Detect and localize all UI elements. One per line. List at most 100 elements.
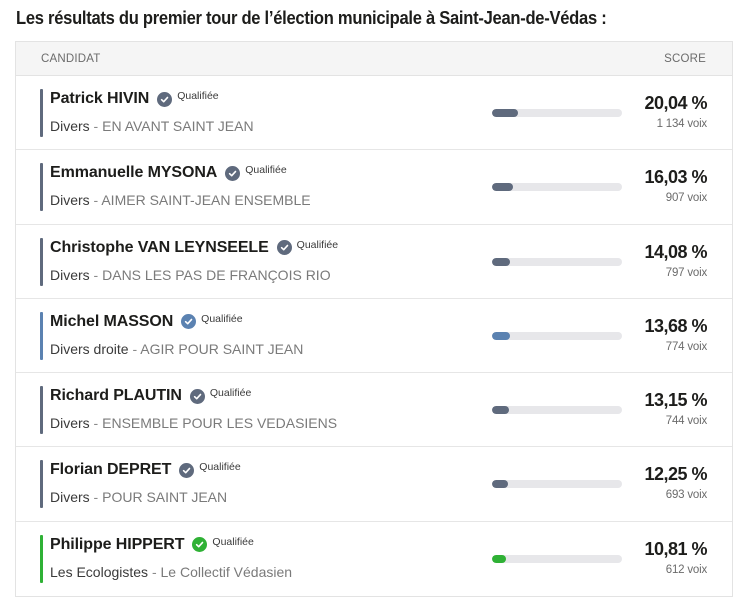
score-bar-track xyxy=(492,480,622,489)
candidate-row: Richard PLAUTIN Qualifiée Divers - ENSEM… xyxy=(16,373,732,448)
affiliation-separator: - xyxy=(89,192,102,209)
score-bar-track xyxy=(492,554,622,563)
candidate-row: Christophe VAN LEYNSEELE Qualifiée Diver… xyxy=(16,225,732,299)
political-nuance: Divers xyxy=(50,118,90,134)
check-circle-icon xyxy=(181,314,197,330)
check-circle-icon xyxy=(189,388,205,404)
qualified-label: Qualifiée xyxy=(177,90,219,102)
score-bar-fill xyxy=(492,554,507,563)
score-bar-fill xyxy=(492,331,510,340)
vote-count: 612 voix xyxy=(665,563,707,576)
candidate-name: Patrick HIVIN xyxy=(50,90,150,107)
score-percentage: 13,15 % xyxy=(644,390,707,411)
score-percentage: 13,68 % xyxy=(644,315,707,336)
list-name: EN AVANT SAINT JEAN xyxy=(102,118,254,134)
score-percentage: 16,03 % xyxy=(644,167,707,188)
affiliation-separator: - xyxy=(89,415,103,432)
affiliation-separator: - xyxy=(128,340,141,357)
check-circle-icon xyxy=(179,462,195,478)
candidate-name: Florian DEPRET xyxy=(50,461,172,479)
vote-count: 1 134 voix xyxy=(656,118,708,130)
candidate-affiliation: Divers - ENSEMBLE POUR LES VEDASIENS xyxy=(50,415,337,431)
qualified-label: Qualifiée xyxy=(199,461,241,474)
party-color-stripe xyxy=(40,460,43,509)
candidate-affiliation: Divers - EN AVANT SAINT JEAN xyxy=(50,118,254,134)
score-percentage: 14,08 % xyxy=(644,241,707,262)
party-color-stripe xyxy=(40,89,43,137)
party-color-stripe xyxy=(40,163,43,212)
candidate-name-line: Emmanuelle MYSONA Qualifiée xyxy=(50,164,287,182)
check-circle-icon xyxy=(276,240,292,256)
candidate-affiliation: Divers - AIMER SAINT-JEAN ENSEMBLE xyxy=(50,192,311,208)
vote-count: 693 voix xyxy=(665,489,707,502)
party-color-stripe xyxy=(40,534,43,583)
party-color-stripe xyxy=(40,237,43,286)
score-bar-fill xyxy=(492,183,513,192)
list-name: ENSEMBLE POUR LES VEDASIENS xyxy=(102,415,338,432)
affiliation-separator: - xyxy=(89,489,103,506)
header-candidate: CANDIDAT xyxy=(41,52,101,65)
candidate-affiliation: Divers - DANS LES PAS DE FRANÇOIS RIO xyxy=(50,267,331,283)
vote-count: 797 voix xyxy=(665,266,707,279)
score-bar-track xyxy=(492,406,622,415)
candidate-name: Michel MASSON xyxy=(50,312,174,330)
political-nuance: Divers droite xyxy=(50,340,129,357)
check-circle-icon xyxy=(225,165,241,181)
candidate-list: Patrick HIVIN Qualifiée Divers - EN AVAN… xyxy=(16,76,732,596)
candidate-name-line: Richard PLAUTIN Qualifiée xyxy=(50,387,251,405)
vote-count: 907 voix xyxy=(665,192,707,205)
candidate-name: Emmanuelle MYSONA xyxy=(50,164,218,182)
vote-count: 744 voix xyxy=(665,415,707,428)
candidate-affiliation: Les Ecologistes - Le Collectif Védasien xyxy=(50,564,292,580)
list-name: Le Collectif Védasien xyxy=(160,563,293,580)
list-name: AGIR POUR SAINT JEAN xyxy=(140,340,304,357)
score-bar-fill xyxy=(492,109,519,117)
check-circle-icon xyxy=(192,537,208,553)
score-bar-track xyxy=(492,257,622,266)
candidate-row: Philippe HIPPERT Qualifiée Les Ecologist… xyxy=(16,522,732,596)
candidate-name-line: Florian DEPRET Qualifiée xyxy=(50,461,241,479)
affiliation-separator: - xyxy=(89,266,103,283)
page-title: Les résultats du premier tour de l’élect… xyxy=(16,8,607,28)
header-score: SCORE xyxy=(664,52,706,65)
qualified-label: Qualifiée xyxy=(296,238,339,251)
candidate-name: Christophe VAN LEYNSEELE xyxy=(50,238,269,256)
candidate-name-line: Philippe HIPPERT Qualifiée xyxy=(50,536,254,554)
political-nuance: Divers xyxy=(50,415,90,432)
vote-count: 774 voix xyxy=(665,340,707,353)
qualified-label: Qualifiée xyxy=(201,312,243,325)
party-color-stripe xyxy=(40,386,43,435)
list-name: DANS LES PAS DE FRANÇOIS RIO xyxy=(102,266,331,283)
score-bar-track xyxy=(492,109,622,117)
score-bar-fill xyxy=(492,480,508,489)
score-percentage: 20,04 % xyxy=(644,93,707,113)
candidate-row: Florian DEPRET Qualifiée Divers - POUR S… xyxy=(16,447,732,522)
score-bar-track xyxy=(492,183,622,192)
table-header: CANDIDAT SCORE xyxy=(16,42,732,76)
political-nuance: Les Ecologistes xyxy=(50,563,149,580)
qualified-label: Qualifiée xyxy=(245,164,287,177)
score-bar-fill xyxy=(492,406,510,415)
candidate-row: Michel MASSON Qualifiée Divers droite - … xyxy=(16,299,732,374)
candidate-row: Patrick HIVIN Qualifiée Divers - EN AVAN… xyxy=(16,76,732,151)
check-circle-icon xyxy=(157,91,173,107)
political-nuance: Divers xyxy=(50,266,90,283)
list-name: POUR SAINT JEAN xyxy=(102,489,228,506)
political-nuance: Divers xyxy=(50,489,90,506)
candidate-name: Richard PLAUTIN xyxy=(50,387,182,405)
score-bar-fill xyxy=(492,257,511,266)
qualified-label: Qualifiée xyxy=(209,387,252,400)
candidate-name-line: Patrick HIVIN Qualifiée xyxy=(50,90,219,108)
candidate-row: Emmanuelle MYSONA Qualifiée Divers - AIM… xyxy=(16,150,732,225)
candidate-affiliation: Divers - POUR SAINT JEAN xyxy=(50,489,227,505)
score-percentage: 10,81 % xyxy=(644,538,707,559)
candidate-name-line: Christophe VAN LEYNSEELE Qualifiée xyxy=(50,239,338,257)
candidate-affiliation: Divers droite - AGIR POUR SAINT JEAN xyxy=(50,341,303,357)
affiliation-separator: - xyxy=(89,118,103,134)
party-color-stripe xyxy=(40,311,43,360)
list-name: AIMER SAINT-JEAN ENSEMBLE xyxy=(101,192,311,209)
candidate-name-line: Michel MASSON Qualifiée xyxy=(50,313,243,331)
affiliation-separator: - xyxy=(148,563,161,580)
score-bar-track xyxy=(492,331,622,340)
political-nuance: Divers xyxy=(50,192,90,209)
